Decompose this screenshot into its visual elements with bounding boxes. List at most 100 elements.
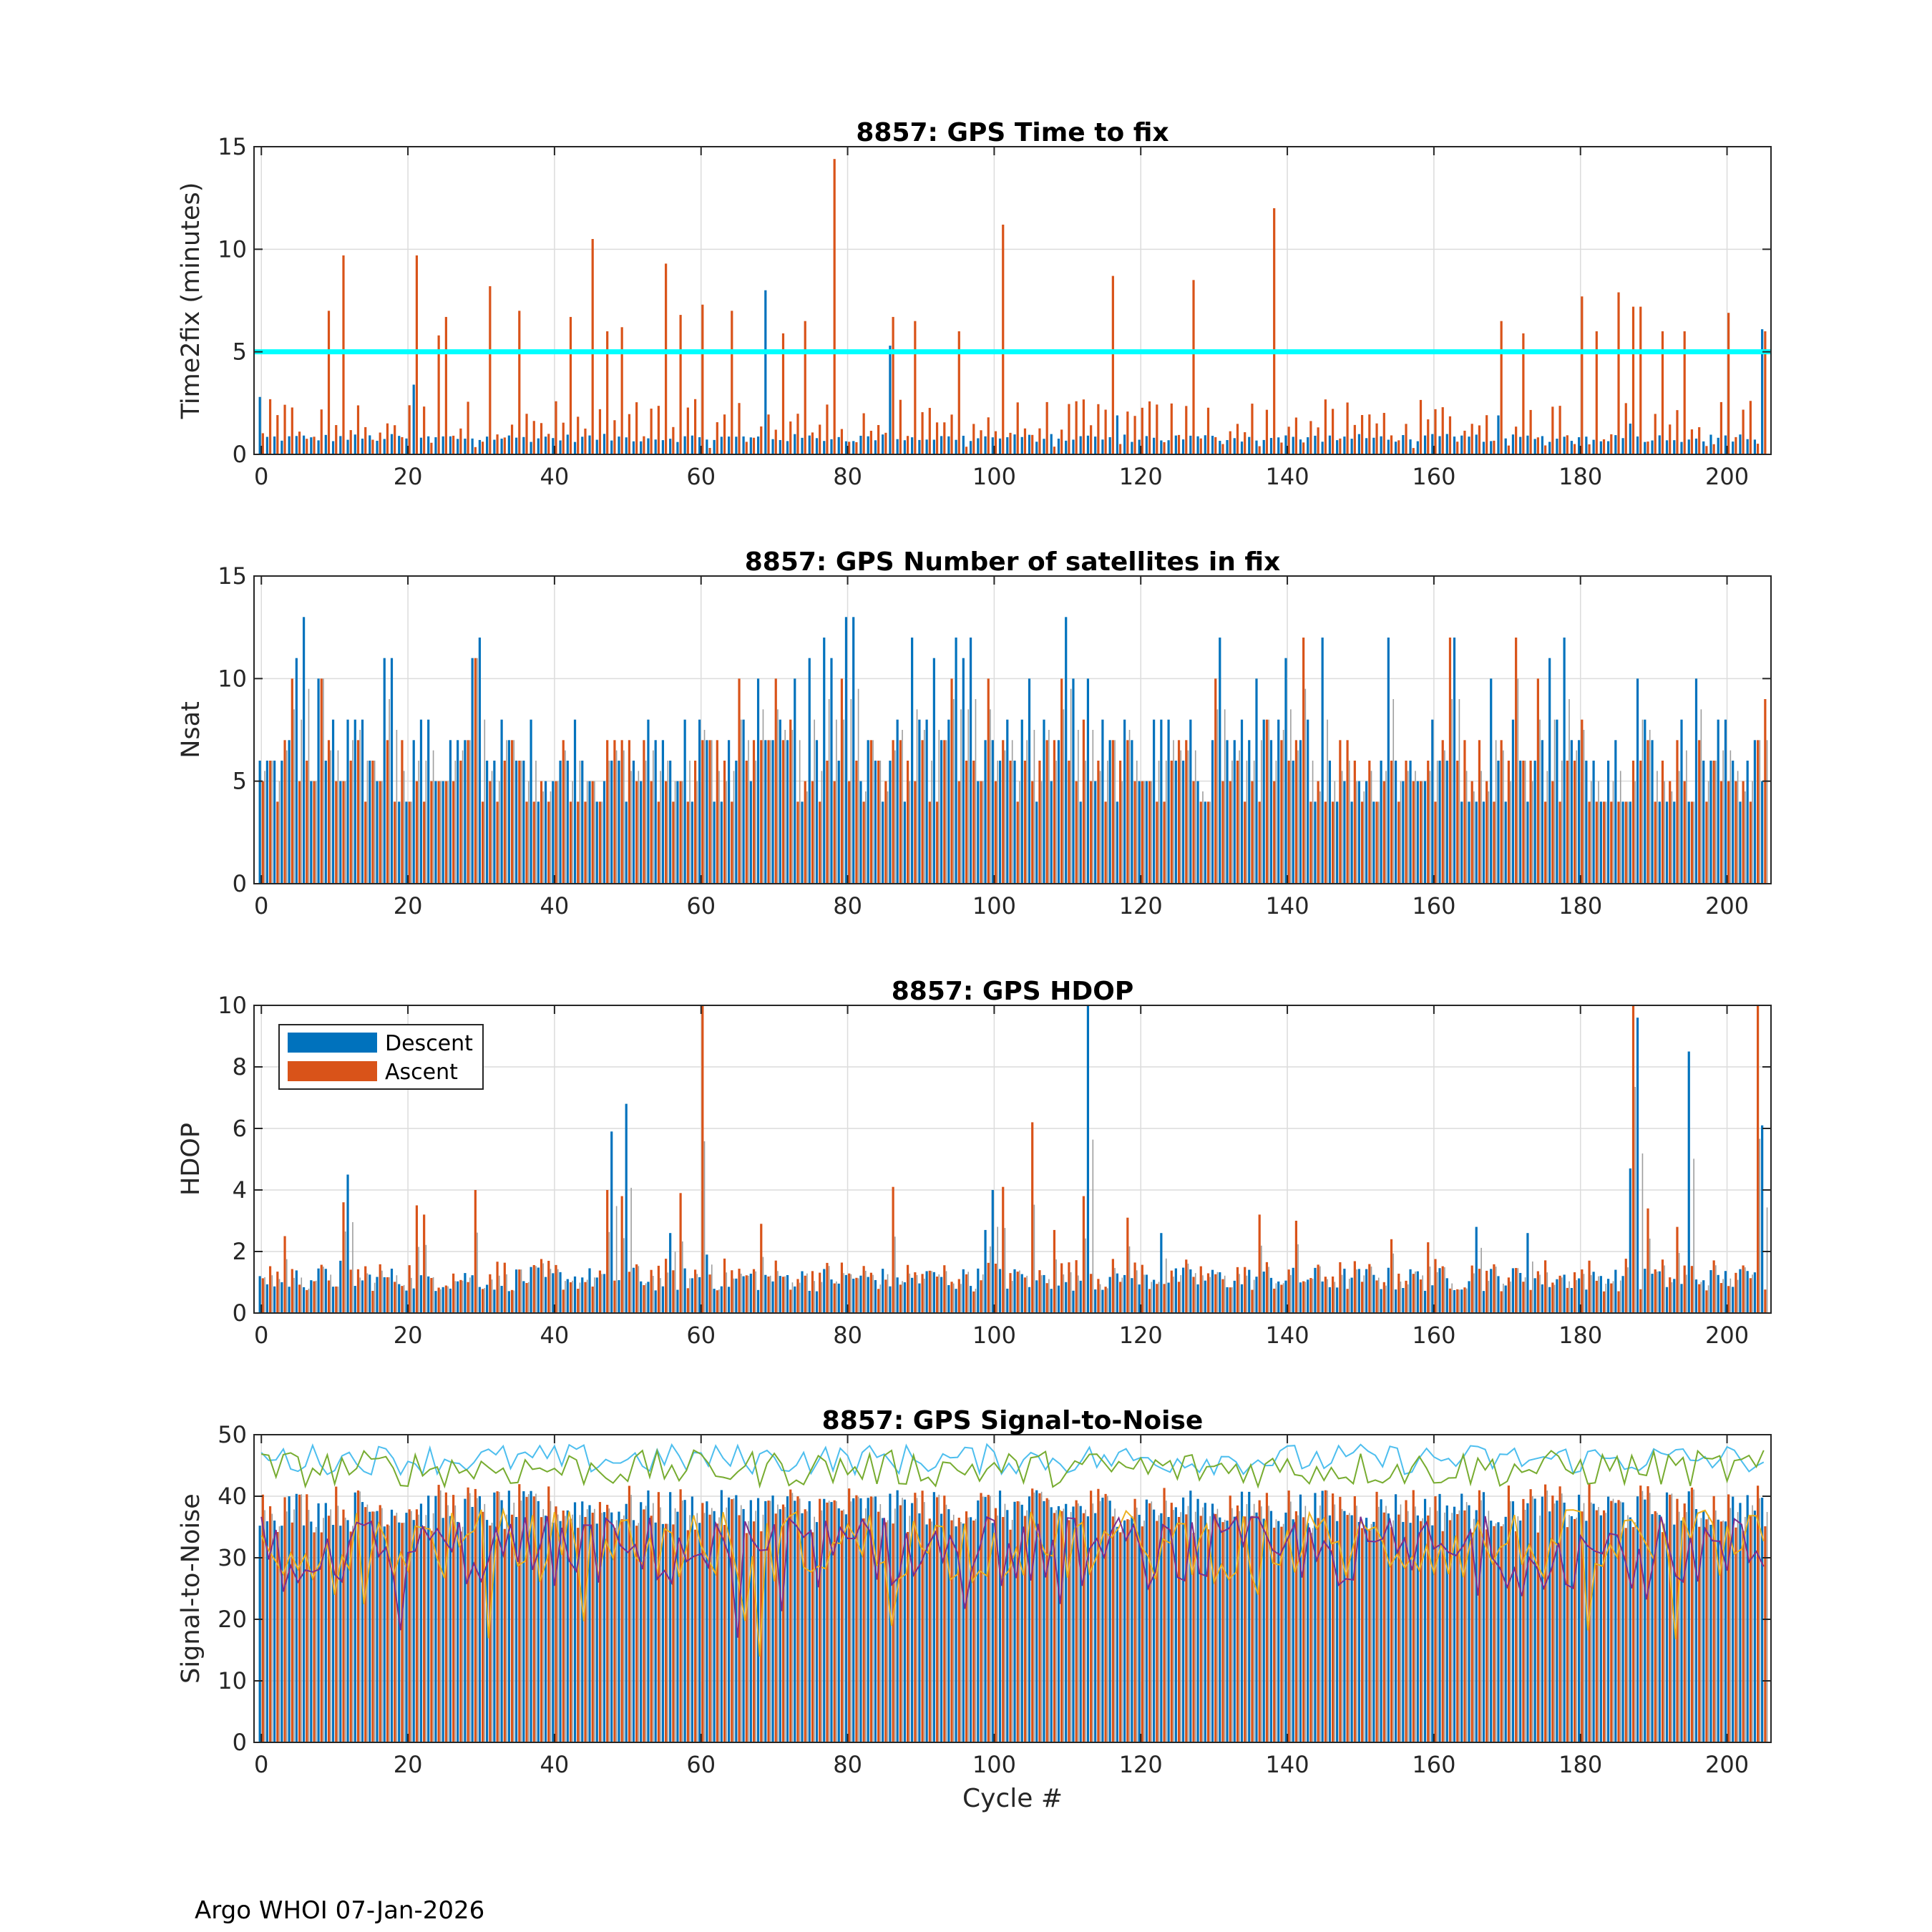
ascent-bar bbox=[532, 1264, 535, 1313]
aux-bar bbox=[923, 1502, 925, 1742]
ascent-bar bbox=[620, 1519, 623, 1742]
aux-bar bbox=[432, 750, 434, 884]
descent-bar bbox=[1057, 1506, 1060, 1742]
aux-bar bbox=[1634, 781, 1636, 884]
ascent-bar bbox=[386, 740, 389, 884]
descent-bar bbox=[1006, 1510, 1009, 1742]
aux-bar bbox=[1737, 1512, 1739, 1742]
descent-bar bbox=[1365, 438, 1368, 454]
ascent-bar bbox=[1764, 331, 1767, 454]
aux-bar bbox=[1546, 771, 1548, 884]
descent-bar bbox=[1160, 440, 1163, 454]
ascent-bar bbox=[349, 1269, 352, 1313]
aux-bar bbox=[696, 1274, 698, 1313]
ascent-bar bbox=[518, 761, 521, 884]
ascent-bar bbox=[716, 422, 718, 454]
aux-bar bbox=[1048, 1499, 1050, 1742]
ascent-bar bbox=[1280, 740, 1283, 884]
ascent-bar bbox=[276, 1272, 279, 1313]
ascent-bar bbox=[562, 1289, 565, 1313]
ascent-bar bbox=[430, 1531, 433, 1742]
aux-bar bbox=[762, 709, 764, 884]
ascent-bar bbox=[489, 1274, 492, 1313]
ascent-bar bbox=[1280, 442, 1283, 454]
ascent-bar bbox=[1470, 1532, 1473, 1742]
ascent-bar bbox=[503, 1262, 506, 1313]
aux-bar bbox=[828, 699, 830, 884]
aux-bar bbox=[1239, 750, 1240, 884]
aux-bar bbox=[726, 781, 728, 884]
descent-bar bbox=[353, 719, 356, 884]
descent-bar bbox=[1086, 1005, 1090, 1313]
descent-bar bbox=[1606, 1279, 1610, 1313]
descent-bar bbox=[552, 1522, 555, 1742]
descent-bar bbox=[1606, 441, 1610, 454]
ascent-bar bbox=[892, 740, 894, 884]
descent-bar bbox=[1094, 1513, 1097, 1742]
ascent-bar bbox=[1434, 1259, 1437, 1313]
aux-bar bbox=[1546, 1272, 1548, 1313]
aux-bar bbox=[389, 699, 390, 884]
descent-bar bbox=[493, 1492, 496, 1742]
ascent-bar bbox=[1676, 410, 1679, 454]
descent-bar bbox=[1123, 1520, 1126, 1742]
ascent-bar bbox=[1646, 441, 1649, 454]
descent-bar bbox=[1299, 1282, 1302, 1313]
descent-bar bbox=[273, 436, 276, 454]
descent-bar bbox=[640, 1502, 643, 1742]
descent-bar bbox=[1761, 1498, 1764, 1742]
aux-bar bbox=[506, 740, 507, 884]
descent-bar bbox=[925, 719, 928, 884]
descent-bar bbox=[720, 801, 723, 884]
ascent-bar bbox=[994, 781, 997, 884]
ascent-bar bbox=[1588, 444, 1591, 454]
y-tick-label: 10 bbox=[218, 1667, 247, 1694]
ascent-bar bbox=[1493, 801, 1496, 884]
ascent-bar bbox=[957, 331, 960, 454]
descent-bar bbox=[1526, 435, 1529, 454]
aux-bar bbox=[674, 1252, 676, 1313]
ascent-bar bbox=[1236, 761, 1239, 884]
descent-bar bbox=[1468, 801, 1470, 884]
aux-bar bbox=[308, 688, 310, 884]
ascent-bar bbox=[1023, 428, 1027, 454]
ascent-bar bbox=[774, 1513, 777, 1742]
ascent-bar bbox=[1551, 1282, 1554, 1313]
aux-bar bbox=[278, 1279, 280, 1313]
ascent-bar bbox=[716, 1523, 718, 1742]
descent-bar bbox=[1233, 1280, 1236, 1313]
descent-bar bbox=[1336, 801, 1339, 884]
ascent-bar bbox=[1141, 1264, 1143, 1313]
aux-bar bbox=[1583, 1503, 1585, 1742]
ascent-bar bbox=[489, 1525, 492, 1742]
aux-bar bbox=[1590, 1274, 1592, 1313]
aux-bar bbox=[975, 1288, 977, 1313]
descent-bar bbox=[896, 1490, 899, 1742]
aux-bar bbox=[902, 730, 903, 884]
aux-bar bbox=[777, 709, 779, 884]
aux-bar bbox=[836, 719, 837, 884]
descent-bar bbox=[1592, 439, 1595, 454]
descent-bar bbox=[1746, 439, 1749, 454]
ascent-bar bbox=[1199, 1266, 1202, 1313]
descent-bar bbox=[735, 761, 738, 884]
ascent-bar bbox=[1515, 426, 1518, 454]
descent-bar bbox=[295, 1493, 298, 1742]
y-tick-label: 6 bbox=[233, 1115, 247, 1142]
ascent-bar bbox=[928, 801, 931, 884]
descent-bar bbox=[1438, 436, 1441, 454]
aux-bar bbox=[462, 1280, 464, 1313]
ascent-bar bbox=[591, 239, 594, 454]
aux-bar bbox=[1458, 699, 1460, 884]
descent-bar bbox=[1196, 1284, 1199, 1313]
ascent-bar bbox=[914, 781, 917, 884]
descent-bar bbox=[1402, 1521, 1405, 1742]
ascent-bar bbox=[1654, 1269, 1657, 1313]
ascent-bar bbox=[298, 431, 301, 454]
ascent-bar bbox=[1405, 1500, 1407, 1742]
descent-bar bbox=[786, 1274, 789, 1313]
ascent-bar bbox=[444, 1492, 447, 1742]
aux-bar bbox=[967, 709, 970, 884]
ascent-bar bbox=[987, 1495, 990, 1742]
